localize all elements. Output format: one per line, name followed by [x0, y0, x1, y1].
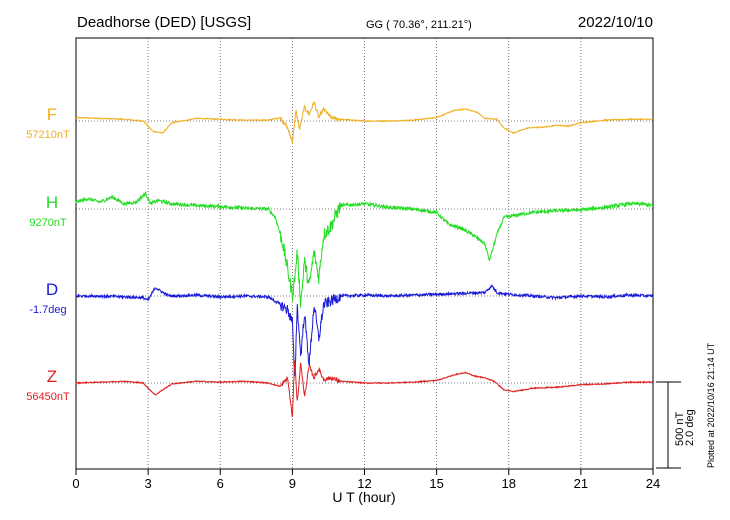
x-axis-label: U T (hour)	[332, 489, 395, 505]
plotted-at-label: Plotted at 2022/10/16 21:14 UT	[706, 342, 716, 468]
traces	[75, 100, 654, 418]
x-tick-label: 3	[145, 476, 152, 491]
series-baseline-d: -1.7deg	[29, 304, 66, 316]
series-name-z: Z	[47, 367, 57, 386]
x-axis-ticks: 0 3 6 9 12 15 18 21 24	[72, 469, 660, 491]
x-tick-label: 21	[574, 476, 588, 491]
scale-bar: 500 nT 2.0 deg	[656, 381, 696, 469]
series-baseline-f: 57210nT	[26, 129, 70, 141]
series-name-d: D	[46, 280, 58, 299]
x-tick-label: 6	[217, 476, 224, 491]
x-tick-label: 15	[429, 476, 443, 491]
series-baseline-z: 56450nT	[26, 391, 70, 403]
x-tick-label: 0	[72, 476, 79, 491]
trace-f	[75, 100, 653, 144]
scale-bar-label-nt: 500 nT	[674, 411, 686, 446]
trace-h	[75, 190, 654, 308]
channel-labels: F 57210nT H 9270nT D -1.7deg Z 56450nT	[26, 105, 70, 403]
trace-z	[75, 360, 654, 418]
series-name-h: H	[46, 193, 58, 212]
trace-d	[75, 284, 654, 376]
x-tick-label: 9	[289, 476, 296, 491]
scale-bar-label-deg: 2.0 deg	[684, 409, 696, 446]
series-name-f: F	[47, 105, 57, 124]
x-tick-label: 12	[357, 476, 371, 491]
coords-label: GG ( 70.36°, 211.21°)	[366, 19, 472, 31]
station-title: Deadhorse (DED) [USGS]	[77, 14, 251, 31]
x-tick-label: 18	[502, 476, 516, 491]
series-baseline-h: 9270nT	[29, 217, 67, 229]
x-tick-label: 24	[646, 476, 660, 491]
date-label: 2022/10/10	[578, 14, 653, 31]
